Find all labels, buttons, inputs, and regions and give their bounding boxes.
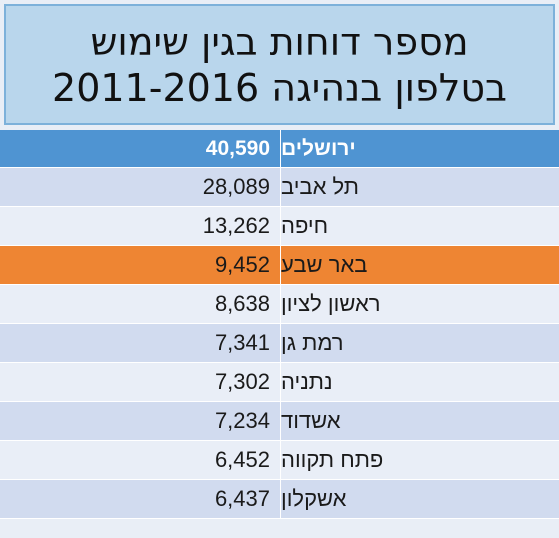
city-cell: אשקלון [280,480,559,518]
city-cell: תל אביב [280,168,559,206]
city-table: 40,590 ירושלים 28,089 תל אביב 13,262 חיפ… [0,130,559,519]
city-cell: ירושלים [280,130,559,167]
table-row: 6,452 פתח תקווה [0,441,559,480]
city-cell: חיפה [280,207,559,245]
city-cell: פתח תקווה [280,441,559,479]
table-row: 13,262 חיפה [0,207,559,246]
table-row: 28,089 תל אביב [0,168,559,207]
city-cell: אשדוד [280,402,559,440]
value-cell: 6,437 [214,486,270,511]
title-line-2: בטלפון בנהיגה 2011-2016 [52,65,507,110]
value-cell: 40,590 [205,136,270,160]
table-row: 7,341 רמת גן [0,324,559,363]
title-box: מספר דוחות בגין שימוש בטלפון בנהיגה 2011… [4,4,555,125]
table-row: 8,638 ראשון לציון [0,285,559,324]
value-cell: 7,302 [214,369,270,394]
value-cell: 7,341 [214,330,270,355]
value-cell: 9,452 [214,252,270,277]
table-row-jerusalem: 40,590 ירושלים [0,130,559,168]
value-cell: 7,234 [214,408,270,433]
city-cell: רמת גן [280,324,559,362]
table-row: 7,302 נתניה [0,363,559,402]
city-cell: באר שבע [280,246,559,284]
table-row: 7,234 אשדוד [0,402,559,441]
table-row-highlighted: 9,452 באר שבע [0,246,559,285]
value-cell: 8,638 [214,291,270,316]
value-cell: 6,452 [214,447,270,472]
table-row: 6,437 אשקלון [0,480,559,519]
title-line-1: מספר דוחות בגין שימוש [90,19,469,64]
city-cell: נתניה [280,363,559,401]
value-cell: 13,262 [202,213,270,238]
city-cell: ראשון לציון [280,285,559,323]
value-cell: 28,089 [202,174,270,199]
